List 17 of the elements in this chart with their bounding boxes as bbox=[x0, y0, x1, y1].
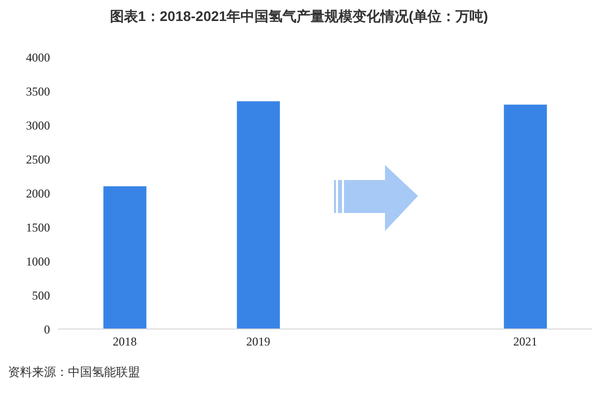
y-tick-label: 1500 bbox=[26, 220, 50, 234]
y-tick-label: 500 bbox=[32, 288, 50, 302]
y-tick-label: 4000 bbox=[26, 50, 50, 64]
text: 资料来源：中国氢能联盟 bbox=[8, 364, 140, 381]
y-tick-label: 2500 bbox=[26, 152, 50, 166]
x-tick-label: 2021 bbox=[513, 334, 538, 349]
y-tick-label: 3000 bbox=[26, 118, 50, 132]
bar bbox=[504, 104, 547, 329]
y-tick-label: 2000 bbox=[26, 186, 50, 200]
x-tick-label: 2019 bbox=[246, 334, 270, 349]
chart-title: 图表1：2018-2021年中国氢气产量规模变化情况(单位：万吨) bbox=[108, 8, 490, 26]
x-tick-label: 2018 bbox=[112, 334, 137, 349]
y-tick-label: 3500 bbox=[26, 84, 50, 98]
bar bbox=[103, 186, 146, 329]
y-tick-label: 1000 bbox=[26, 254, 50, 268]
bar bbox=[236, 101, 280, 329]
y-tick-label: 0 bbox=[44, 322, 50, 336]
